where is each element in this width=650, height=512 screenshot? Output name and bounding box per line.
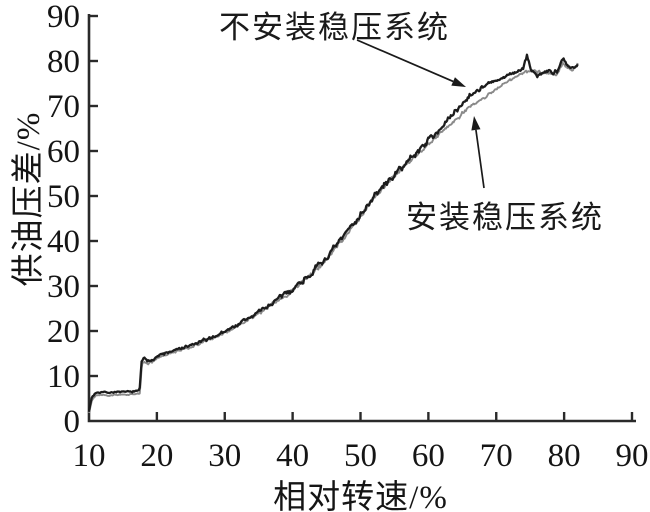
y-axis-title: 供油压差/%	[11, 111, 47, 287]
x-tick-label: 40	[276, 438, 309, 474]
x-tick-label: 20	[140, 438, 173, 474]
annotation-arrow-line-0	[356, 39, 454, 83]
y-tick-label: 70	[47, 89, 80, 125]
annotation-stabilizer-label: 安装稳压系统	[406, 200, 604, 235]
y-tick-label: 10	[47, 359, 80, 395]
annotation-no-stabilizer-label: 不安装稳压系统	[219, 10, 450, 45]
annotation-arrowhead-1	[471, 116, 481, 131]
y-tick-label: 90	[47, 0, 80, 35]
y-tick-label: 30	[47, 269, 80, 305]
y-tick-label: 0	[64, 404, 81, 440]
y-tick-label: 60	[47, 134, 80, 170]
x-tick-label: 70	[480, 438, 513, 474]
y-tick-label: 40	[47, 224, 80, 260]
x-tick-label: 50	[344, 438, 377, 474]
y-tick-label: 20	[47, 314, 80, 350]
x-tick-label: 10	[73, 438, 106, 474]
annotation-arrow-line-1	[475, 129, 485, 189]
x-tick-label: 80	[548, 438, 581, 474]
series-trace-1	[87, 53, 579, 412]
x-tick-label: 30	[208, 438, 241, 474]
y-tick-label: 80	[47, 44, 80, 80]
annotation-arrowhead-0	[451, 77, 466, 87]
series-trace-0	[88, 61, 579, 414]
y-tick-label: 50	[47, 179, 80, 215]
x-tick-label: 60	[412, 438, 445, 474]
axis-spine	[87, 14, 636, 423]
x-axis-title: 相对转速/%	[273, 480, 448, 512]
x-tick-label: 90	[616, 438, 649, 474]
